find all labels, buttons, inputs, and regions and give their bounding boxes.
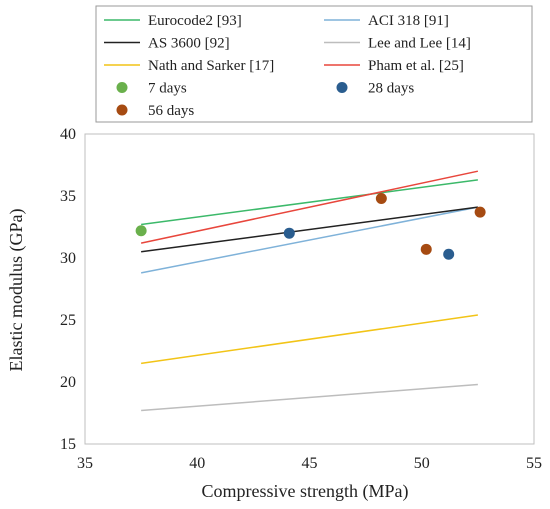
y-tick-label: 15: [60, 436, 76, 453]
x-tick-label: 50: [414, 455, 430, 472]
y-tick-label: 25: [60, 312, 76, 329]
y-tick-label: 20: [60, 374, 76, 391]
y-tick-label: 35: [60, 188, 76, 205]
series-line-2: [141, 206, 478, 253]
x-axis-ticks: 35 40 45 50 55: [77, 455, 542, 472]
legend-swatch: [116, 82, 128, 93]
legend-label: Nath and Sarker [17]: [148, 58, 274, 74]
x-tick-label: 45: [302, 455, 318, 472]
legend-label: Lee and Lee [14]: [368, 36, 471, 52]
legend-label: Pham et al. [25]: [368, 58, 464, 74]
data-point-28-days: [283, 227, 295, 239]
series-line-1: [140, 206, 479, 274]
legend-label: 7 days: [148, 81, 187, 97]
y-tick-label: 30: [60, 250, 76, 267]
legend-label: ACI 318 [91]: [368, 13, 449, 29]
data-point-7-days: [135, 225, 147, 237]
y-axis-title: Elastic modulus (GPa): [6, 209, 27, 372]
x-tick-label: 55: [526, 455, 542, 472]
plot-area: [84, 133, 535, 445]
series-line-5: [140, 170, 479, 244]
x-tick-label: 40: [189, 455, 205, 472]
series-line-0: [141, 179, 478, 226]
y-tick-label: 40: [60, 126, 76, 143]
data-point-56-days: [375, 192, 387, 204]
series-line-4: [141, 314, 478, 365]
legend-label: 56 days: [148, 103, 194, 119]
legend-box: [95, 5, 533, 123]
series-line-3: [141, 383, 478, 412]
x-tick-label: 35: [77, 455, 93, 472]
legend-swatch: [336, 82, 348, 93]
x-axis-title: Compressive strength (MPa): [202, 481, 409, 502]
legend-swatch: [116, 104, 128, 116]
legend-label: AS 3600 [92]: [148, 36, 230, 52]
data-point-56-days: [420, 243, 432, 255]
data-point-56-days: [474, 206, 486, 218]
legend: Eurocode2 [93] ACI 318 [91] AS 3600 [92] Le…: [95, 5, 533, 123]
data-point-28-days: [443, 248, 455, 260]
legend-label: 28 days: [368, 81, 414, 97]
legend-label: Eurocode2 [93]: [148, 13, 242, 29]
plot-frame: [84, 133, 535, 445]
y-axis-ticks: 15 20 25 30 35 40: [60, 126, 76, 453]
